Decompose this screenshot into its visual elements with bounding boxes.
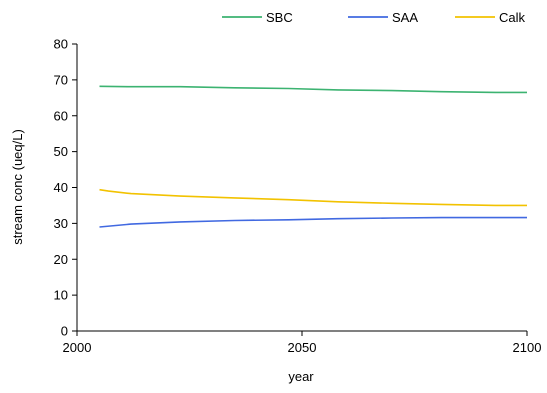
legend-label-calk: Calk xyxy=(499,10,526,25)
x-tick-label: 2000 xyxy=(63,340,92,355)
y-tick-label: 40 xyxy=(54,180,68,195)
y-tick-label: 70 xyxy=(54,72,68,87)
x-axis-label: year xyxy=(288,369,314,384)
x-tick-label: 2100 xyxy=(513,340,542,355)
y-tick-label: 80 xyxy=(54,37,68,52)
y-tick-label: 30 xyxy=(54,216,68,231)
y-tick-label: 20 xyxy=(54,252,68,267)
y-tick-label: 10 xyxy=(54,288,68,303)
legend-label-sbc: SBC xyxy=(266,10,293,25)
y-axis: 0 10 20 30 40 50 60 70 80 xyxy=(54,37,78,339)
y-tick-label: 60 xyxy=(54,108,68,123)
series-line-sbc xyxy=(99,85,527,94)
series-layer xyxy=(99,85,527,228)
series-line-calk xyxy=(99,188,527,207)
y-axis-label: stream conc (ueq/L) xyxy=(10,129,25,245)
series-line-saa xyxy=(99,216,527,228)
legend: SBC SAA Calk xyxy=(222,10,526,25)
x-axis: 2000 2050 2100 xyxy=(63,330,542,355)
x-tick-label: 2050 xyxy=(288,340,317,355)
legend-label-saa: SAA xyxy=(392,10,418,25)
y-tick-label: 50 xyxy=(54,144,68,159)
y-tick-label: 0 xyxy=(61,324,68,339)
